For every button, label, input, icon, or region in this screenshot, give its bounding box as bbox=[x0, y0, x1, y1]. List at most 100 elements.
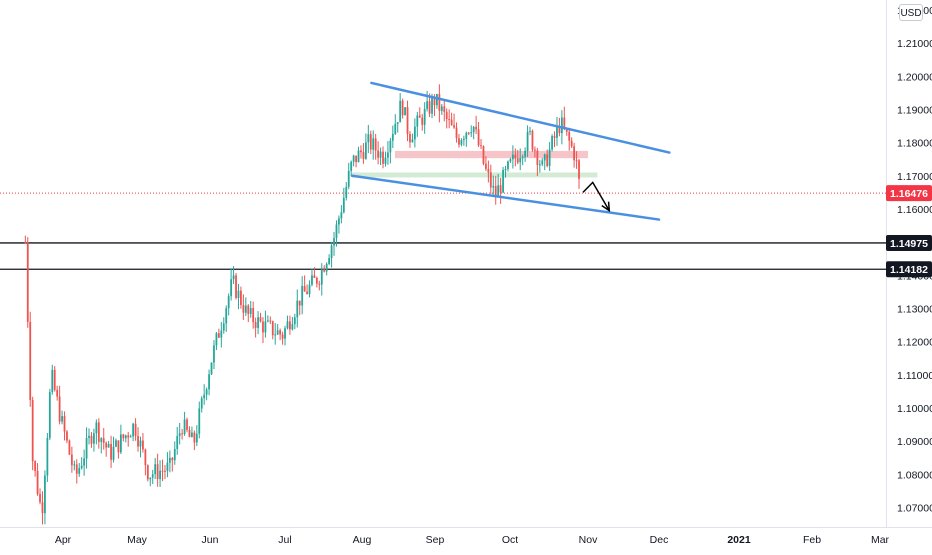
candle-body bbox=[362, 152, 365, 159]
candle-body bbox=[399, 100, 402, 123]
candle-body bbox=[485, 163, 487, 169]
candle-body bbox=[271, 321, 274, 336]
candle-body bbox=[41, 502, 44, 514]
candle-body bbox=[281, 334, 284, 339]
candle-body bbox=[276, 330, 279, 335]
price-label: 1.14182 bbox=[890, 264, 928, 276]
candle-body bbox=[237, 290, 240, 298]
candle-body bbox=[350, 161, 353, 171]
candle-body bbox=[323, 269, 326, 272]
candle-body bbox=[318, 283, 321, 285]
candle-body bbox=[374, 138, 377, 151]
candle-body bbox=[176, 436, 179, 449]
candle-body bbox=[543, 154, 546, 161]
candle-body bbox=[181, 433, 184, 435]
y-tick-label: 1.07000 bbox=[897, 502, 932, 514]
candle-body bbox=[458, 138, 460, 145]
candle-body bbox=[171, 457, 174, 461]
candle-body bbox=[445, 111, 448, 120]
candle-body bbox=[24, 242, 27, 244]
candle-body bbox=[534, 149, 536, 151]
candle-body bbox=[36, 470, 39, 494]
candle-body bbox=[83, 458, 86, 466]
x-tick-label: Jun bbox=[202, 534, 219, 546]
trend-line[interactable] bbox=[370, 81, 671, 154]
candle-body bbox=[200, 398, 203, 409]
candle-body bbox=[448, 119, 451, 121]
candle-body bbox=[53, 369, 56, 390]
candle-body bbox=[217, 333, 220, 338]
candle-body bbox=[144, 449, 147, 466]
candle-body bbox=[210, 362, 213, 375]
candle-body bbox=[313, 275, 316, 278]
candle-body bbox=[401, 100, 404, 116]
candle-body bbox=[166, 462, 169, 471]
highlight-zone[interactable] bbox=[394, 150, 588, 159]
candle-body bbox=[573, 146, 576, 161]
candle-body bbox=[66, 431, 68, 441]
candle-body bbox=[431, 97, 433, 114]
candle-body bbox=[159, 470, 161, 480]
y-tick-label: 1.20000 bbox=[897, 71, 932, 83]
candle-body bbox=[482, 146, 485, 164]
candle-body bbox=[394, 123, 397, 134]
x-tick-label: May bbox=[127, 534, 148, 546]
candle-body bbox=[502, 169, 504, 193]
candle-body bbox=[124, 435, 127, 439]
candle-body bbox=[213, 345, 215, 363]
x-tick-label: Jul bbox=[278, 534, 291, 546]
candle-body bbox=[203, 394, 206, 399]
candle-body bbox=[526, 131, 529, 151]
x-tick-label: Nov bbox=[579, 534, 598, 546]
projection-arrow-path[interactable] bbox=[582, 181, 610, 211]
candle-body bbox=[465, 132, 468, 139]
candle-body bbox=[227, 296, 230, 309]
candle-body bbox=[433, 97, 436, 106]
trend-line[interactable] bbox=[350, 174, 661, 221]
candle-body bbox=[208, 374, 210, 390]
candle-body bbox=[225, 308, 228, 324]
candle-body bbox=[193, 432, 196, 443]
candle-body bbox=[95, 422, 98, 434]
candle-body bbox=[391, 133, 394, 141]
candle-body bbox=[418, 115, 421, 118]
candle-body bbox=[460, 140, 463, 145]
candle-body bbox=[320, 269, 323, 285]
candle-body bbox=[269, 320, 272, 322]
candle-body bbox=[244, 305, 247, 313]
candle-body bbox=[296, 300, 299, 318]
candle-body bbox=[556, 126, 558, 138]
price-label: 1.16476 bbox=[890, 188, 928, 200]
candle-body bbox=[411, 139, 414, 143]
candle-body bbox=[428, 101, 431, 114]
projection-arrow-head bbox=[601, 201, 611, 213]
candle-body bbox=[70, 454, 73, 466]
candle-body bbox=[73, 464, 76, 466]
candle-body bbox=[389, 140, 392, 153]
candle-body bbox=[409, 134, 411, 143]
candle-body bbox=[262, 321, 264, 333]
candle-body bbox=[507, 161, 509, 170]
price-label: 1.14975 bbox=[890, 238, 928, 250]
x-tick-label: Mar bbox=[871, 534, 890, 546]
candle-body bbox=[462, 138, 465, 141]
candle-body bbox=[440, 106, 443, 111]
candle-body bbox=[68, 440, 71, 455]
currency-badge[interactable]: USD bbox=[899, 4, 923, 21]
candle-body bbox=[568, 131, 571, 141]
candle-body bbox=[352, 155, 355, 162]
candle-body bbox=[511, 154, 514, 160]
highlight-zone[interactable] bbox=[352, 172, 598, 178]
candle-body bbox=[372, 138, 375, 150]
candle-body bbox=[436, 93, 438, 106]
candle-body bbox=[311, 275, 313, 285]
candle-body bbox=[340, 212, 343, 219]
candle-body bbox=[578, 160, 580, 179]
candle-body bbox=[132, 423, 135, 437]
candle-body bbox=[31, 400, 34, 462]
candle-body bbox=[516, 158, 519, 163]
candle-body bbox=[477, 129, 480, 146]
candle-body bbox=[51, 369, 54, 393]
